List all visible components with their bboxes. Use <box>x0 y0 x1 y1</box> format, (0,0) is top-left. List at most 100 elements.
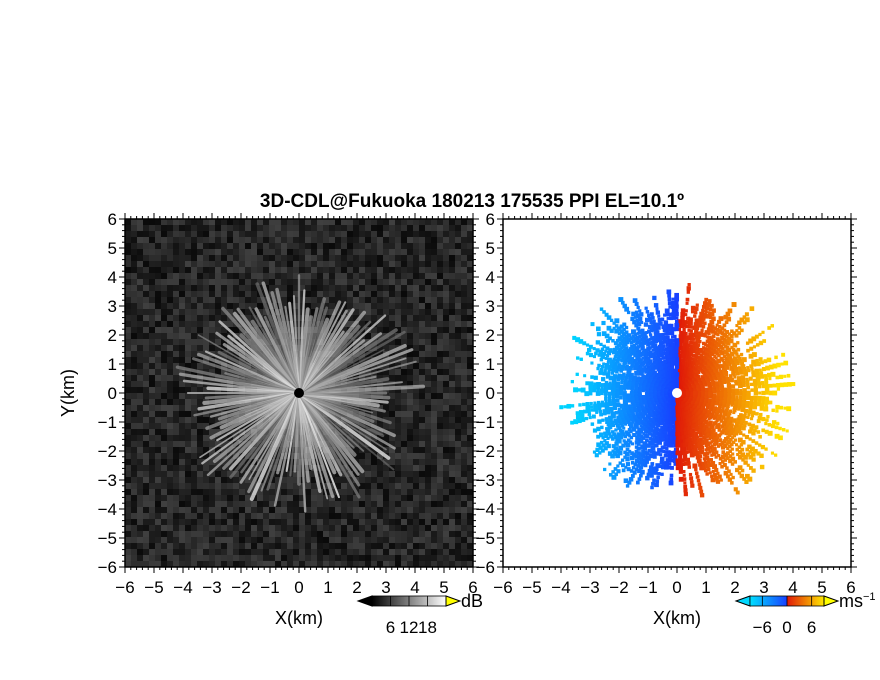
noise-cell <box>317 243 323 249</box>
noise-cell <box>221 513 227 519</box>
noise-cell <box>335 273 341 279</box>
noise-cell <box>143 435 149 441</box>
noise-cell <box>413 405 419 411</box>
noise-cell <box>281 285 287 291</box>
velocity-cell <box>724 356 728 360</box>
velocity-cell <box>666 338 672 344</box>
noise-cell <box>347 237 353 243</box>
noise-cell <box>131 243 137 249</box>
noise-cell <box>137 279 143 285</box>
noise-cell <box>275 549 281 555</box>
noise-cell <box>263 555 269 561</box>
noise-cell <box>233 327 239 333</box>
velocity-cell <box>727 308 733 314</box>
noise-cell <box>437 237 443 243</box>
noise-cell <box>227 249 233 255</box>
velocity-cell <box>705 344 710 348</box>
noise-cell <box>131 393 137 399</box>
noise-cell <box>437 249 443 255</box>
velocity-cell <box>687 282 691 287</box>
noise-cell <box>125 447 131 453</box>
noise-cell <box>305 261 311 267</box>
noise-cell <box>281 531 287 537</box>
noise-cell <box>341 477 347 483</box>
noise-cell <box>125 243 131 249</box>
noise-cell <box>209 417 215 423</box>
noise-cell <box>407 231 413 237</box>
velocity-cell <box>662 328 667 333</box>
noise-cell <box>389 441 395 447</box>
noise-cell <box>203 219 209 225</box>
noise-cell <box>161 369 167 375</box>
noise-cell <box>179 411 185 417</box>
noise-cell <box>467 345 473 351</box>
noise-cell <box>461 369 467 375</box>
velocity-cell <box>712 385 716 389</box>
noise-cell <box>227 291 233 297</box>
noise-cell <box>425 405 431 411</box>
noise-cell <box>419 387 425 393</box>
noise-cell <box>131 387 137 393</box>
noise-cell <box>425 453 431 459</box>
noise-cell <box>149 339 155 345</box>
noise-cell <box>131 555 137 561</box>
noise-cell <box>311 279 317 285</box>
noise-cell <box>173 507 179 513</box>
noise-cell <box>161 225 167 231</box>
noise-cell <box>455 219 461 225</box>
noise-cell <box>131 405 137 411</box>
velocity-cell <box>643 353 648 358</box>
noise-cell <box>239 303 245 309</box>
velocity-cell <box>641 356 645 360</box>
noise-cell <box>419 273 425 279</box>
velocity-cell <box>703 321 707 325</box>
noise-cell <box>209 291 215 297</box>
noise-cell <box>191 483 197 489</box>
noise-cell <box>455 279 461 285</box>
noise-cell <box>251 513 257 519</box>
noise-cell <box>191 327 197 333</box>
noise-cell <box>437 279 443 285</box>
noise-cell <box>371 363 377 369</box>
noise-cell <box>197 441 203 447</box>
noise-cell <box>209 219 215 225</box>
noise-cell <box>251 231 257 237</box>
noise-cell <box>425 327 431 333</box>
noise-cell <box>443 531 449 537</box>
noise-cell <box>191 291 197 297</box>
noise-cell <box>443 471 449 477</box>
noise-cell <box>191 549 197 555</box>
noise-cell <box>137 387 143 393</box>
x-tick-label: −3 <box>202 578 221 597</box>
noise-cell <box>125 261 131 267</box>
noise-cell <box>281 507 287 513</box>
noise-cell <box>257 543 263 549</box>
velocity-cell <box>704 305 710 311</box>
noise-cell <box>341 243 347 249</box>
velocity-cell <box>705 335 709 339</box>
noise-cell <box>155 243 161 249</box>
velocity-cell <box>759 371 764 376</box>
noise-cell <box>191 471 197 477</box>
noise-cell <box>389 531 395 537</box>
noise-cell <box>317 525 323 531</box>
noise-cell <box>425 231 431 237</box>
noise-cell <box>293 495 299 501</box>
noise-cell <box>425 441 431 447</box>
velocity-cell <box>704 297 709 302</box>
velocity-cell <box>704 343 708 347</box>
noise-cell <box>185 525 191 531</box>
noise-cell <box>173 399 179 405</box>
noise-cell <box>131 537 137 543</box>
y-tick-label: 2 <box>108 326 117 345</box>
noise-cell <box>353 471 359 477</box>
noise-cell <box>467 495 473 501</box>
noise-cell <box>341 501 347 507</box>
noise-cell <box>137 381 143 387</box>
noise-cell <box>389 495 395 501</box>
velocity-cell <box>702 355 707 360</box>
noise-cell <box>233 537 239 543</box>
noise-cell <box>155 267 161 273</box>
noise-cell <box>437 285 443 291</box>
noise-cell <box>215 297 221 303</box>
